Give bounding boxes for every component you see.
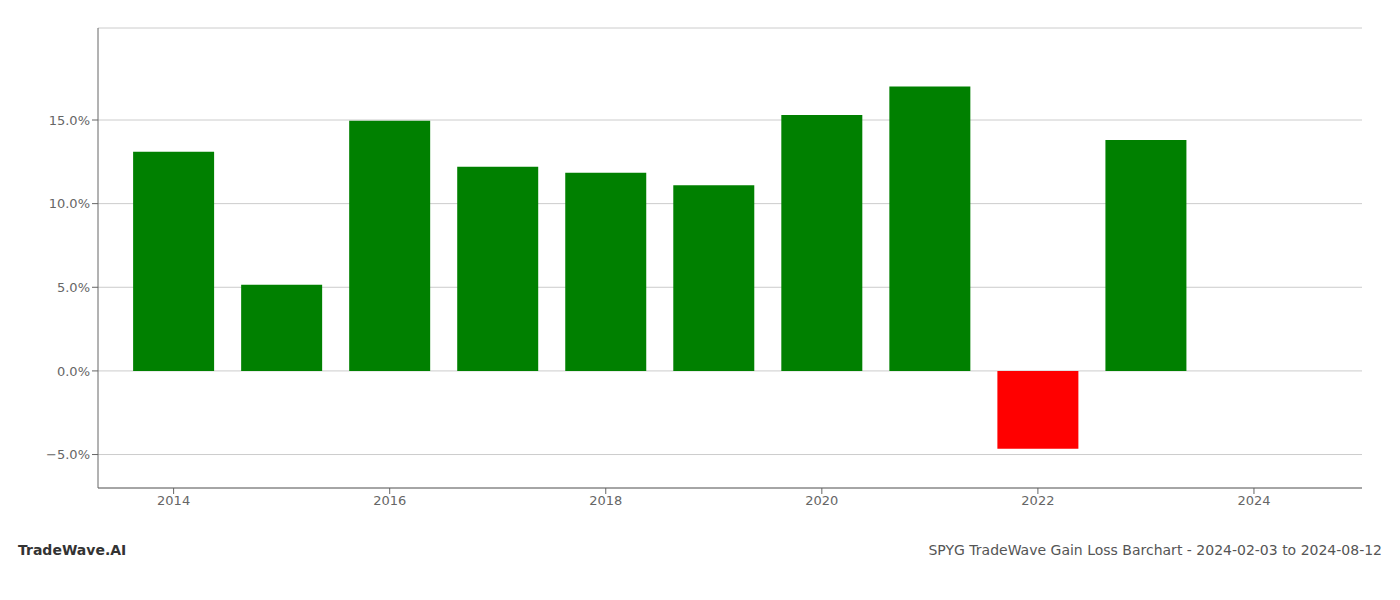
- svg-text:5.0%: 5.0%: [57, 280, 90, 295]
- html-text:SPYG TradeWave Gain Loss Barch: SPYG TradeWave Gain Loss Barchart - 2024…: [928, 542, 1382, 558]
- svg-text:−5.0%: −5.0%: [46, 447, 90, 462]
- svg-text:2024: 2024: [1237, 493, 1270, 508]
- svg-text:2018: 2018: [589, 493, 622, 508]
- svg-text:0.0%: 0.0%: [57, 364, 90, 379]
- svg-text:2020: 2020: [805, 493, 838, 508]
- svg-text:2014: 2014: [157, 493, 190, 508]
- html-text:TradeWave.AI: TradeWave.AI: [18, 542, 127, 558]
- svg-text:15.0%: 15.0%: [49, 113, 90, 128]
- svg-text:2022: 2022: [1021, 493, 1054, 508]
- svg-text:10.0%: 10.0%: [49, 196, 90, 211]
- svg-text:2016: 2016: [373, 493, 406, 508]
